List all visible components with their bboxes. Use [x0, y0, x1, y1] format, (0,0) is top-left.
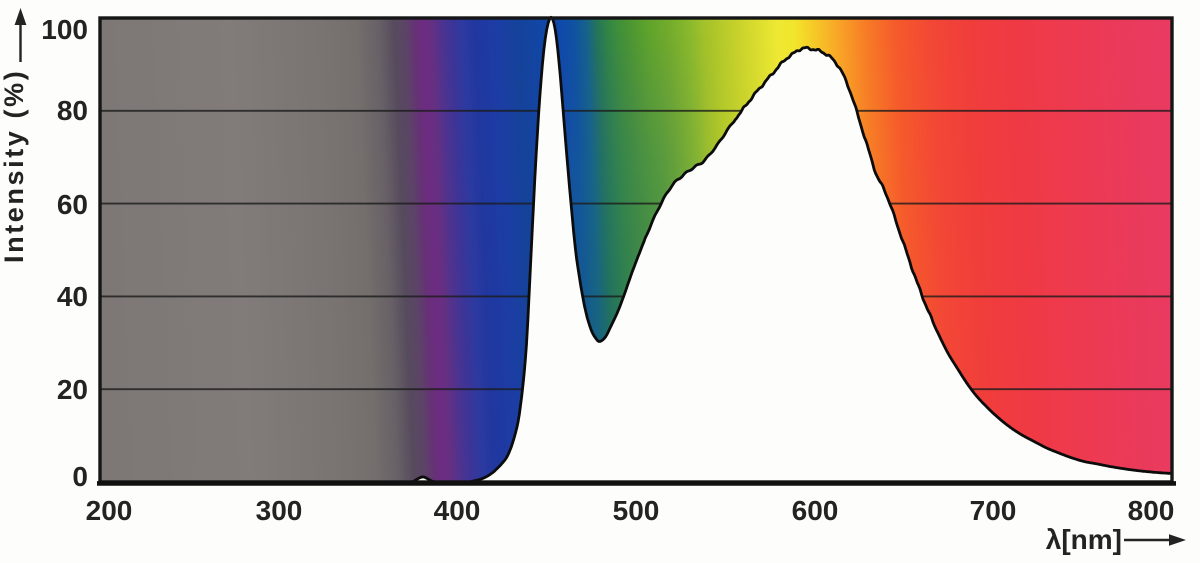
- svg-text:500: 500: [613, 495, 660, 526]
- svg-text:800: 800: [1128, 495, 1175, 526]
- svg-text:Intensity (%): Intensity (%): [0, 69, 29, 263]
- svg-text:20: 20: [57, 374, 88, 405]
- svg-text:600: 600: [792, 495, 839, 526]
- svg-text:100: 100: [41, 14, 88, 45]
- svg-text:300: 300: [256, 495, 303, 526]
- svg-text:80: 80: [57, 95, 88, 126]
- svg-text:λ[nm]: λ[nm]: [1046, 524, 1122, 555]
- svg-text:0: 0: [72, 461, 88, 492]
- svg-text:200: 200: [86, 495, 133, 526]
- svg-text:40: 40: [57, 281, 88, 312]
- svg-text:60: 60: [57, 189, 88, 220]
- svg-text:400: 400: [434, 495, 481, 526]
- svg-text:700: 700: [970, 495, 1017, 526]
